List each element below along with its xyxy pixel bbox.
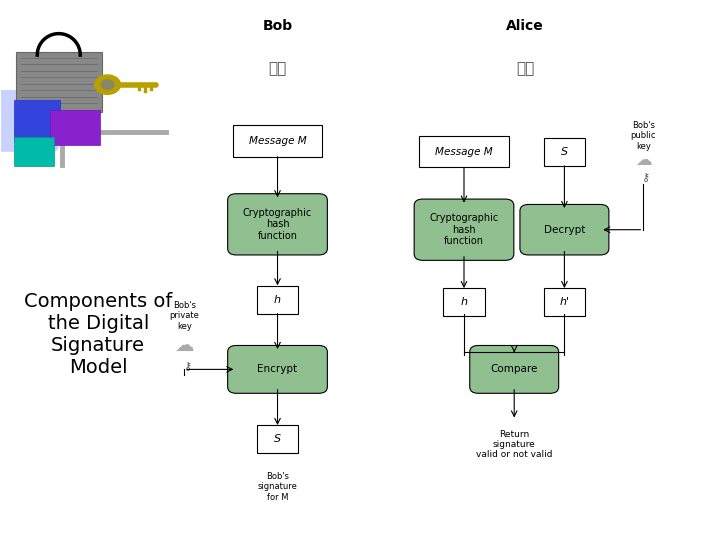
- Text: Compare: Compare: [490, 364, 538, 374]
- Text: h: h: [461, 297, 467, 307]
- Text: 👤💻: 👤💻: [269, 61, 287, 76]
- Text: Cryptographic
hash
function: Cryptographic hash function: [429, 213, 499, 246]
- Text: Message M: Message M: [248, 136, 307, 146]
- Circle shape: [94, 75, 120, 94]
- Text: ⚷: ⚷: [642, 173, 649, 183]
- Text: ⚷: ⚷: [184, 362, 192, 372]
- FancyBboxPatch shape: [233, 125, 323, 157]
- FancyBboxPatch shape: [14, 100, 60, 142]
- FancyBboxPatch shape: [257, 426, 298, 453]
- Text: h': h': [559, 297, 570, 307]
- FancyBboxPatch shape: [544, 288, 585, 316]
- Text: Message M: Message M: [435, 147, 493, 157]
- Text: Encrypt: Encrypt: [258, 364, 297, 374]
- Text: h: h: [274, 294, 281, 305]
- Text: Bob's
public
key: Bob's public key: [631, 121, 656, 151]
- Text: ☁: ☁: [174, 336, 194, 355]
- Text: 👤💻: 👤💻: [516, 61, 534, 76]
- FancyBboxPatch shape: [444, 288, 485, 316]
- Text: Cryptographic
hash
function: Cryptographic hash function: [243, 208, 312, 241]
- FancyBboxPatch shape: [257, 286, 298, 314]
- FancyBboxPatch shape: [469, 346, 559, 393]
- Circle shape: [101, 80, 114, 90]
- FancyBboxPatch shape: [520, 205, 609, 255]
- FancyBboxPatch shape: [228, 346, 328, 393]
- Text: Bob's
signature
for M: Bob's signature for M: [258, 472, 297, 502]
- FancyBboxPatch shape: [14, 137, 55, 166]
- FancyBboxPatch shape: [414, 199, 514, 260]
- FancyBboxPatch shape: [50, 111, 99, 145]
- Text: S: S: [561, 147, 568, 157]
- Text: S: S: [274, 434, 281, 444]
- FancyBboxPatch shape: [419, 136, 509, 167]
- FancyBboxPatch shape: [228, 194, 328, 255]
- Text: ☁: ☁: [635, 151, 652, 169]
- FancyBboxPatch shape: [544, 138, 585, 166]
- FancyBboxPatch shape: [16, 52, 102, 112]
- Text: Bob's
private
key: Bob's private key: [169, 301, 199, 330]
- Text: Alice: Alice: [506, 18, 544, 32]
- Text: Decrypt: Decrypt: [544, 225, 585, 235]
- Text: Bob: Bob: [263, 18, 292, 32]
- Text: Return
signature
valid or not valid: Return signature valid or not valid: [476, 430, 552, 460]
- Text: Components of
the Digital
Signature
Model: Components of the Digital Signature Mode…: [24, 292, 172, 377]
- FancyBboxPatch shape: [0, 90, 59, 152]
